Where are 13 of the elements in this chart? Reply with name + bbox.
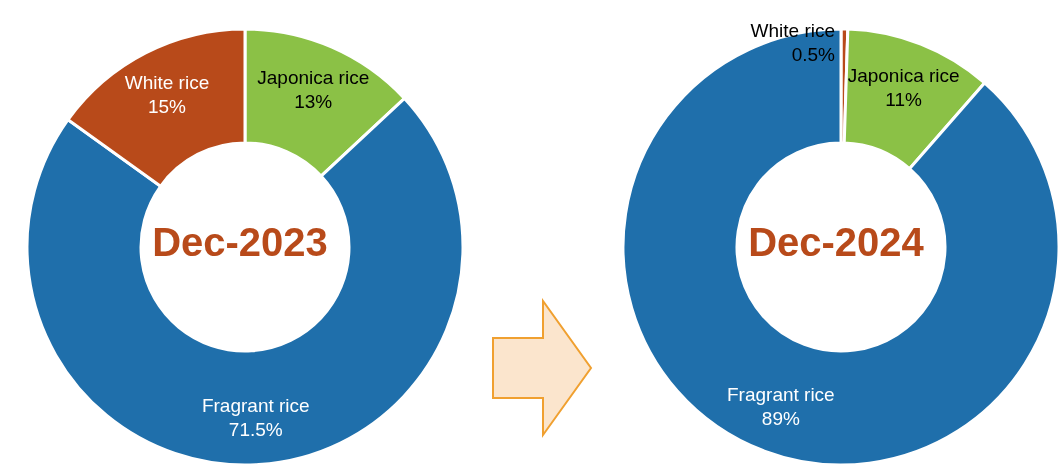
data-label: 11% xyxy=(885,88,923,110)
data-label: 13% xyxy=(294,91,333,113)
data-label: 89% xyxy=(761,408,800,430)
slice-label: Fragrant rice xyxy=(201,394,310,416)
text: Dec-2023 xyxy=(152,220,328,264)
slice-label: White rice xyxy=(124,71,210,93)
data-label: 71.5% xyxy=(228,418,283,440)
slice-label: Japonica rice xyxy=(847,64,960,86)
text: Dec-2024 xyxy=(748,220,925,264)
slice-label: Japonica rice xyxy=(257,67,370,89)
data-label: 15% xyxy=(147,95,187,117)
data-label: 0.5% xyxy=(791,44,836,65)
slice-label: Fragrant rice xyxy=(726,384,835,406)
